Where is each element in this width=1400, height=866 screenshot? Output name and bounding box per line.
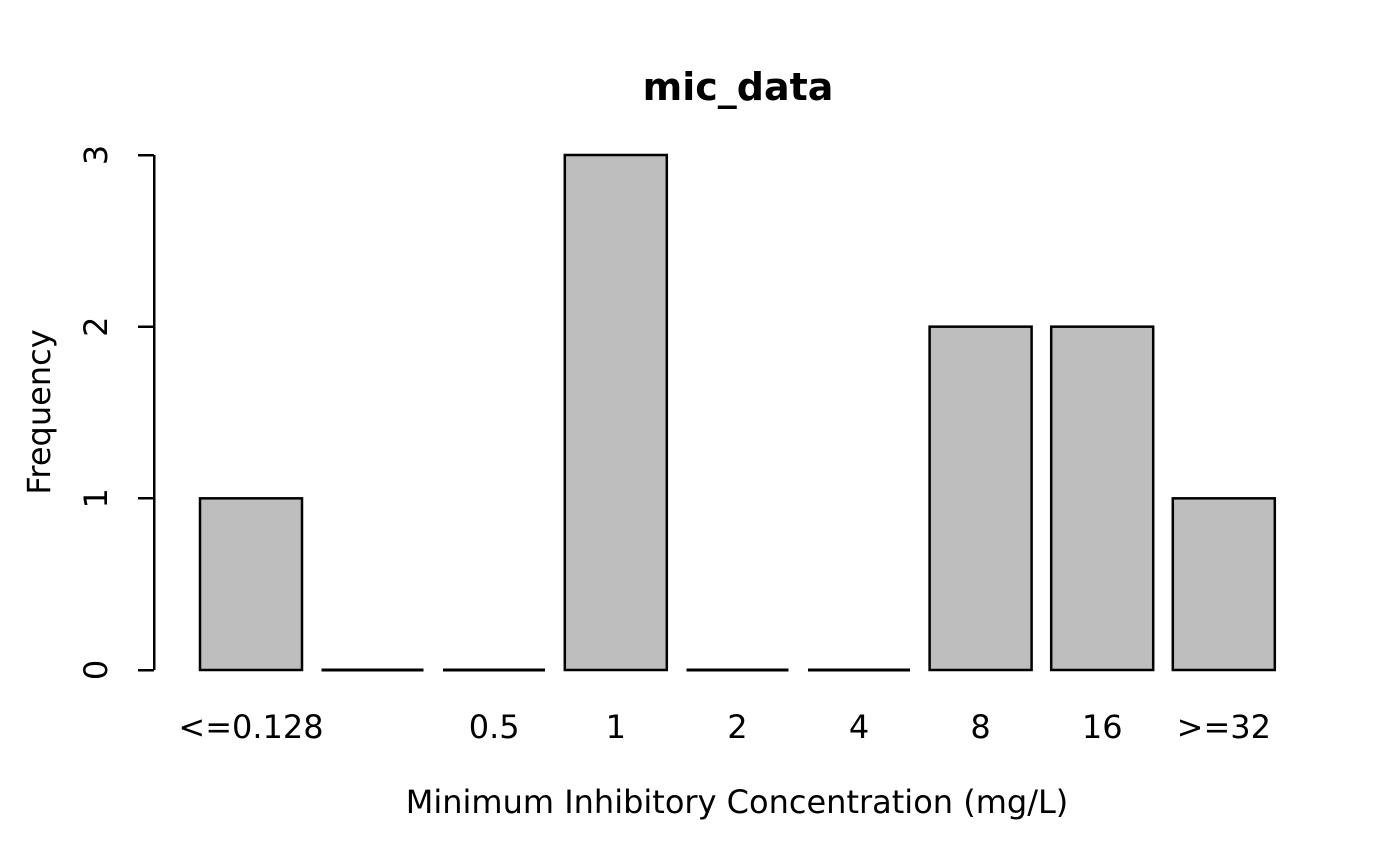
chart-title: mic_data [643, 65, 834, 109]
y-tick-label: 2 [77, 316, 115, 336]
y-axis: 0 1 2 3 [77, 145, 156, 680]
x-axis-title: Minimum Inhibitory Concentration (mg/L) [406, 783, 1069, 821]
x-tick-label: 4 [849, 708, 869, 746]
x-tick-label: 16 [1082, 708, 1123, 746]
bar [1049, 325, 1155, 672]
x-tick-label: 0.5 [469, 708, 520, 746]
y-tick-label: 3 [77, 145, 115, 165]
x-axis-labels: <=0.128 0.5 1 2 4 8 16 >=32 [178, 708, 1271, 746]
bar [198, 497, 304, 672]
y-tick-label: 0 [77, 660, 115, 680]
x-tick-label: 8 [970, 708, 990, 746]
y-tick-label: 1 [77, 488, 115, 508]
x-tick-label: 1 [606, 708, 626, 746]
bars-group [198, 153, 1277, 672]
bar [928, 325, 1033, 672]
bar [1171, 497, 1277, 672]
x-tick-label: >=32 [1177, 708, 1271, 746]
bar [563, 153, 669, 672]
y-axis-title: Frequency [20, 329, 58, 494]
x-tick-label: 2 [727, 708, 747, 746]
x-tick-label: <=0.128 [178, 708, 323, 746]
